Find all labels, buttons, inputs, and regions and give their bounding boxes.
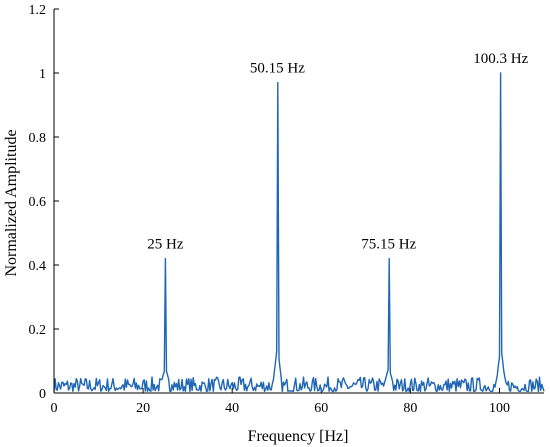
peak-label: 50.15 Hz	[250, 61, 305, 77]
peak-label: 100.3 Hz	[473, 51, 528, 67]
x-tick-label: 100	[489, 401, 510, 416]
x-axis-ticks: 0 20 40 60 80 100	[51, 388, 510, 416]
y-tick-label: 0.2	[29, 323, 47, 338]
y-tick-label: 0.4	[29, 259, 47, 274]
y-tick-label: 0.6	[29, 195, 47, 210]
spectrum-line	[53, 72, 545, 393]
peak-annotations: 25 Hz 50.15 Hz 75.15 Hz 100.3 Hz	[147, 51, 528, 253]
y-tick-label: 1	[39, 67, 46, 82]
x-axis-label: Frequency [Hz]	[248, 428, 349, 445]
y-axis-ticks: 0 0.2 0.4 0.6 0.8 1 1.2	[29, 3, 59, 402]
x-tick-label: 60	[314, 401, 328, 416]
x-tick-label: 0	[51, 401, 58, 416]
peak-label: 25 Hz	[147, 237, 184, 253]
y-axis-label: Normalized Amplitude	[3, 129, 20, 276]
y-tick-label: 1.2	[29, 3, 47, 18]
x-tick-label: 40	[225, 401, 239, 416]
peak-label: 75.15 Hz	[361, 237, 416, 253]
y-tick-label: 0	[39, 387, 46, 402]
x-tick-label: 20	[136, 401, 150, 416]
y-tick-label: 0.8	[29, 131, 47, 146]
x-tick-label: 80	[403, 401, 417, 416]
